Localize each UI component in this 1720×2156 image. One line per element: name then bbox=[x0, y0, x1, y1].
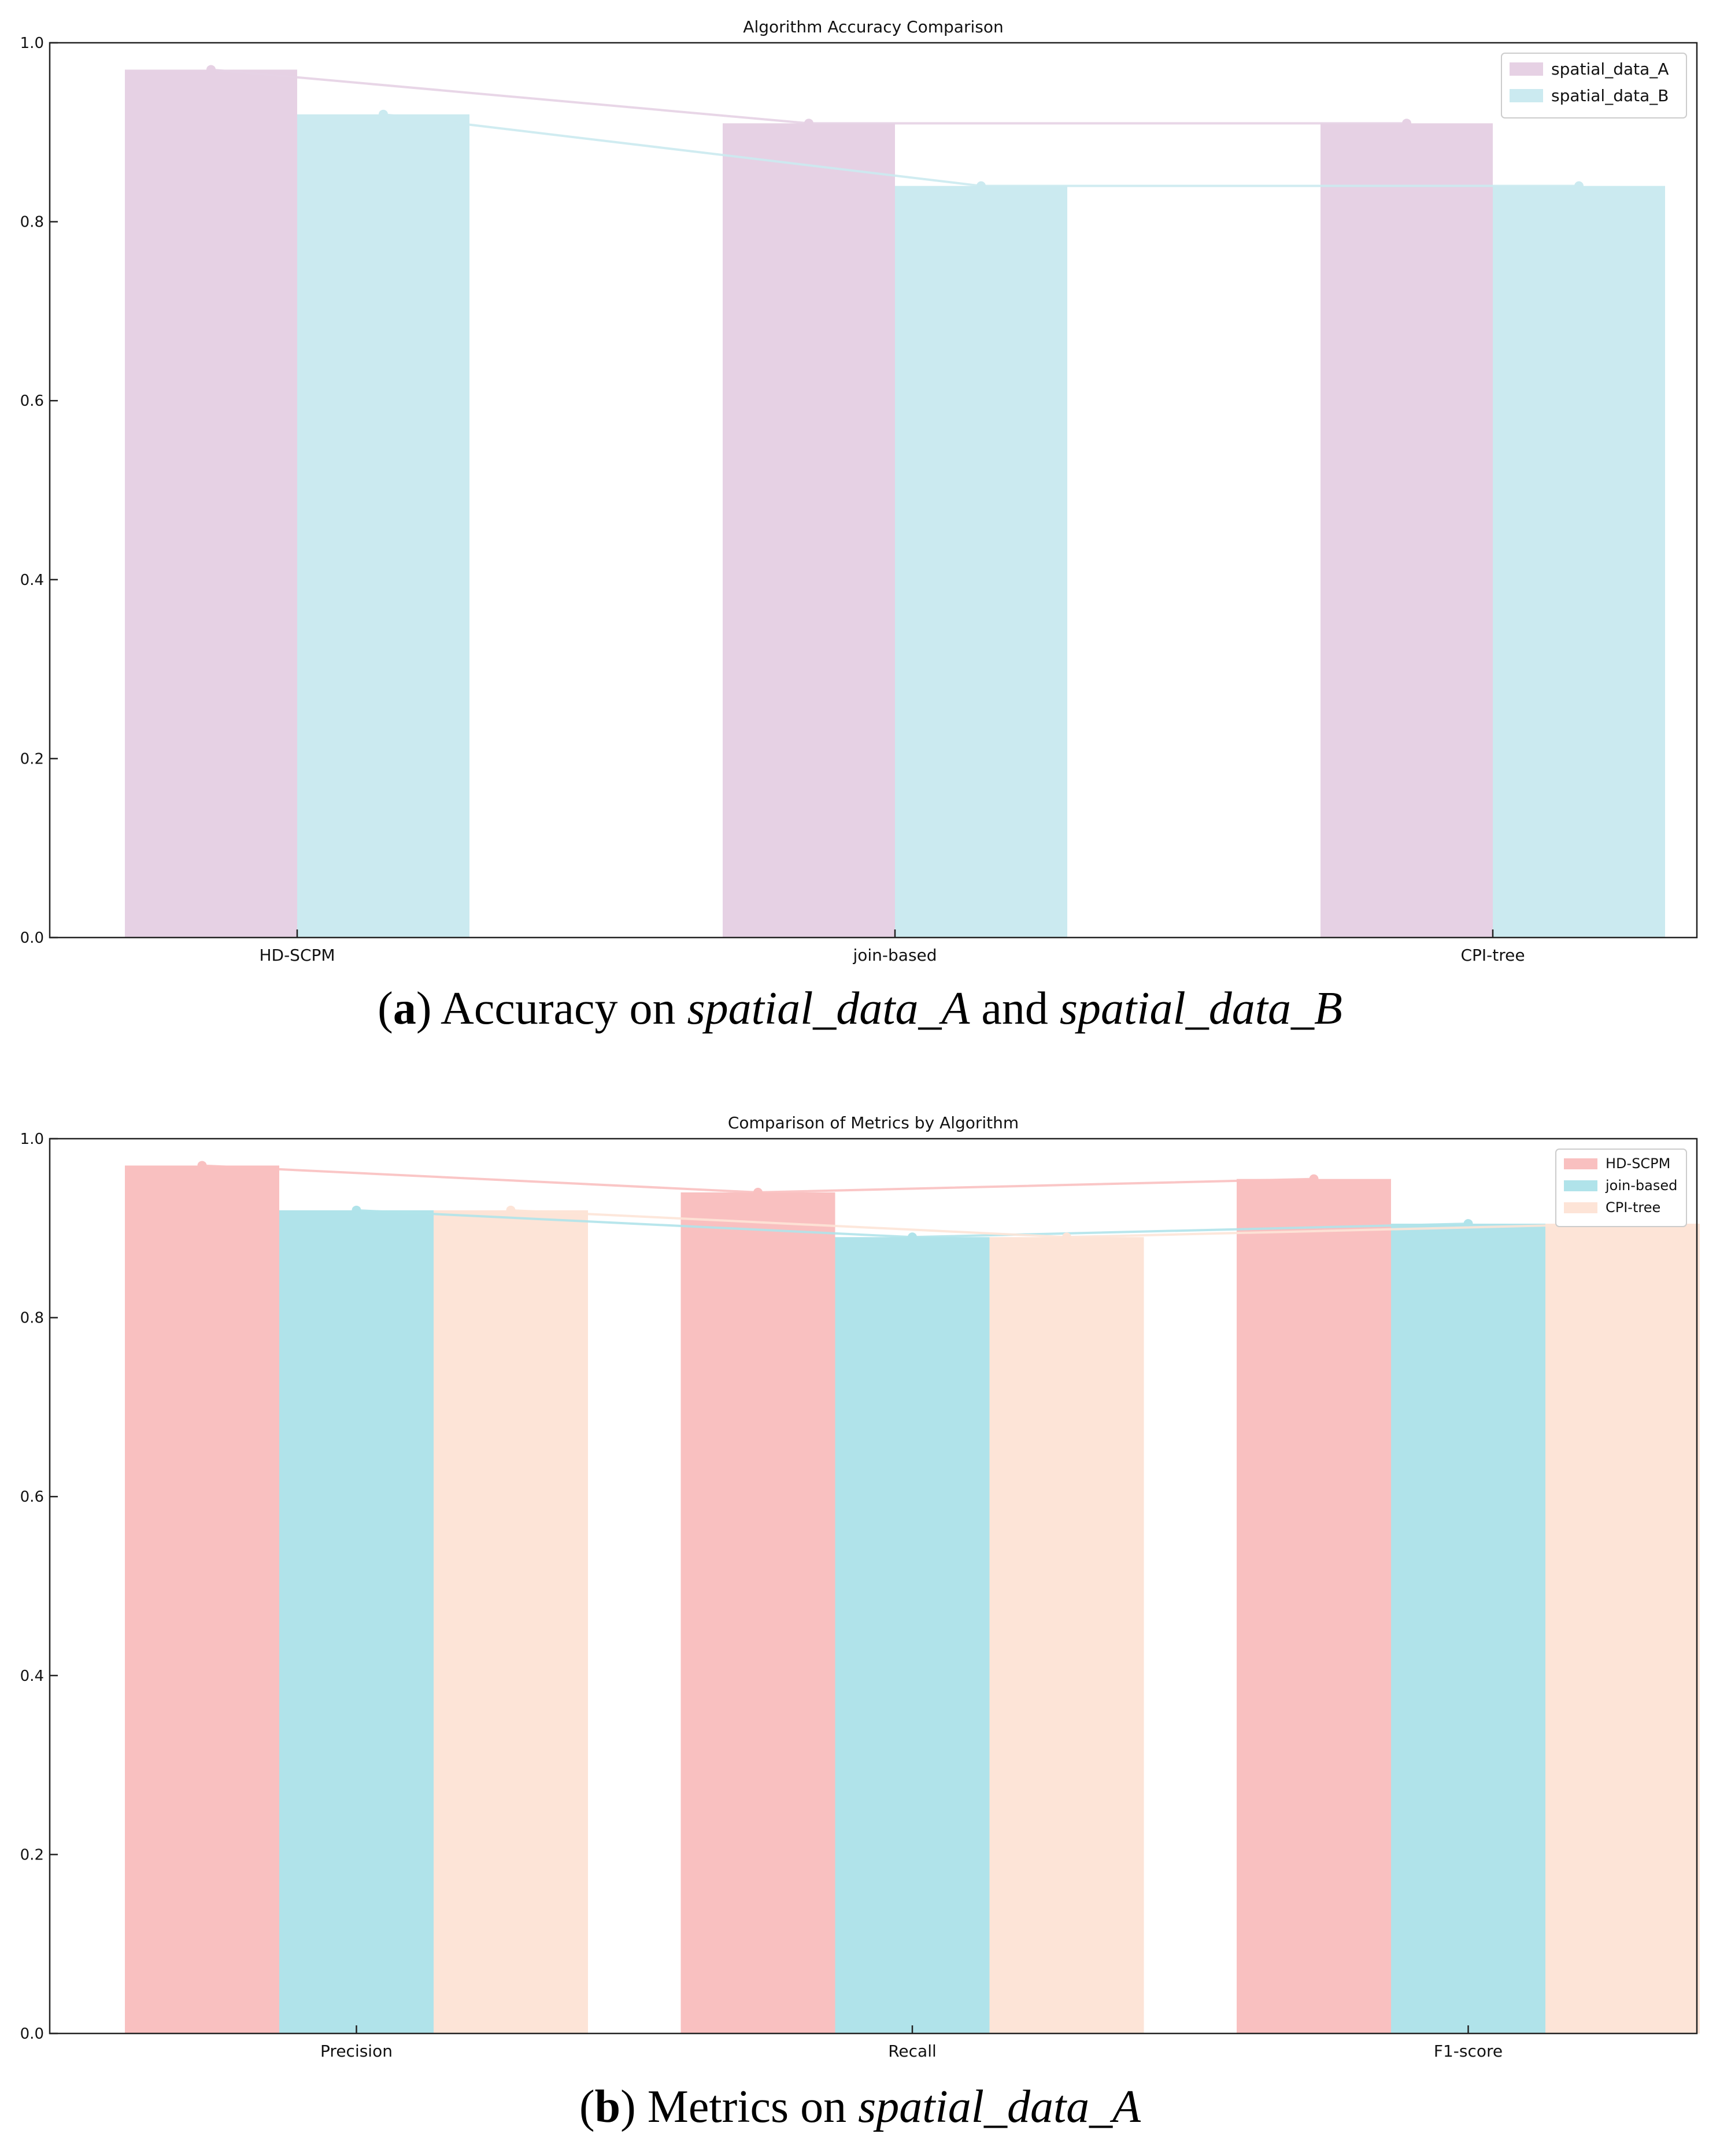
legend-label-spatial_data_A: spatial_data_A bbox=[1551, 60, 1669, 79]
caption-a-term1: spatial_data_A bbox=[687, 983, 970, 1034]
x-tick-label: F1-score bbox=[1434, 2042, 1503, 2061]
point-HD-SCPM-F1-score bbox=[1309, 1174, 1319, 1184]
bar-CPI-tree-F1-score bbox=[1545, 1224, 1700, 2033]
plot-frame bbox=[49, 42, 1698, 939]
legend-label-CPI-tree: CPI-tree bbox=[1606, 1199, 1660, 1216]
legend-swatch-spatial_data_B bbox=[1510, 89, 1543, 102]
y-tick-label: 0.0 bbox=[20, 929, 44, 947]
plot-frame bbox=[49, 1138, 1698, 2035]
chart-title: Comparison of Metrics by Algorithm bbox=[728, 1113, 1019, 1132]
x-tick-label: CPI-tree bbox=[1460, 946, 1525, 965]
bar-join-based-Recall bbox=[835, 1237, 990, 2033]
y-tick-label: 0.2 bbox=[20, 1846, 44, 1864]
point-spatial_data_A-CPI-tree bbox=[1402, 118, 1411, 128]
chart-a: 0.0 0.2 0.4 0.6 0.8 1.0 HD-SCPM join-based CPI-t… bbox=[20, 17, 1698, 965]
point-join-based-Precision bbox=[352, 1205, 361, 1215]
caption-a-term2: spatial_data_B bbox=[1059, 983, 1342, 1034]
y-tick-label: 0.8 bbox=[20, 1310, 44, 1327]
x-tick-label: join-based bbox=[852, 946, 937, 965]
y-tick-label: 0.4 bbox=[20, 1668, 44, 1685]
x-tick-label: Recall bbox=[888, 2042, 937, 2061]
chart-title: Algorithm Accuracy Comparison bbox=[743, 17, 1003, 36]
bar-HD-SCPM-Precision bbox=[125, 1165, 279, 2033]
point-CPI-tree-Precision bbox=[506, 1205, 516, 1215]
y-tick-label: 0.4 bbox=[20, 572, 44, 589]
y-tick-label: 0.6 bbox=[20, 392, 44, 410]
bar-spatial_data_A-CPI-tree bbox=[1320, 123, 1493, 938]
caption-a: (a) Accuracy on spatial_data_A and spati… bbox=[378, 983, 1342, 1034]
point-spatial_data_B-HD-SCPM bbox=[379, 109, 388, 119]
bar-spatial_data_B-HD-SCPM bbox=[297, 114, 469, 938]
bar-CPI-tree-Recall bbox=[989, 1237, 1144, 2033]
y-tick-label: 1.0 bbox=[20, 1131, 44, 1148]
point-join-based-F1-score bbox=[1463, 1219, 1473, 1229]
caption-b-before: Metrics on bbox=[635, 2081, 859, 2132]
legend-swatch-spatial_data_A bbox=[1510, 62, 1543, 76]
bar-spatial_data_B-CPI-tree bbox=[1493, 186, 1665, 938]
x-tick-label: HD-SCPM bbox=[259, 946, 335, 965]
legend-label-join-based: join-based bbox=[1605, 1177, 1677, 1194]
caption-b-term1: spatial_data_A bbox=[858, 2081, 1141, 2132]
caption-a-letter: a bbox=[393, 983, 416, 1034]
bar-spatial_data_B-join-based bbox=[895, 186, 1067, 938]
y-tick-label: 1.0 bbox=[20, 35, 44, 52]
y-tick-label: 0.2 bbox=[20, 750, 44, 768]
y-tick-label: 0.0 bbox=[20, 2025, 44, 2043]
point-spatial_data_B-join-based bbox=[976, 181, 986, 191]
point-HD-SCPM-Precision bbox=[197, 1161, 207, 1170]
bar-CPI-tree-Precision bbox=[434, 1210, 588, 2033]
bar-spatial_data_A-join-based bbox=[723, 123, 895, 938]
legend-swatch-HD-SCPM bbox=[1564, 1158, 1597, 1169]
legend-box bbox=[1501, 53, 1687, 118]
point-HD-SCPM-Recall bbox=[753, 1187, 763, 1197]
legend: HD-SCPM join-based CPI-tree bbox=[1555, 1149, 1687, 1227]
bar-HD-SCPM-Recall bbox=[680, 1192, 835, 2033]
chart-b: 0.0 0.2 0.4 0.6 0.8 1.0 Precision Recall F1-scor… bbox=[20, 1113, 1700, 2061]
bar-join-based-F1-score bbox=[1391, 1224, 1545, 2033]
caption-a-middle: and bbox=[970, 983, 1060, 1034]
legend: spatial_data_A spatial_data_B bbox=[1501, 53, 1687, 118]
legend-swatch-CPI-tree bbox=[1564, 1202, 1597, 1213]
caption-b-letter: b bbox=[594, 2081, 621, 2132]
legend-label-spatial_data_B: spatial_data_B bbox=[1551, 86, 1669, 105]
caption-b: (b) Metrics on spatial_data_A bbox=[579, 2081, 1141, 2132]
point-spatial_data_A-HD-SCPM bbox=[206, 65, 216, 75]
point-spatial_data_B-CPI-tree bbox=[1574, 181, 1584, 191]
bar-join-based-Precision bbox=[279, 1210, 434, 2033]
point-CPI-tree-Recall bbox=[1062, 1232, 1071, 1242]
point-spatial_data_A-join-based bbox=[804, 118, 813, 128]
legend-swatch-join-based bbox=[1564, 1180, 1597, 1191]
bar-spatial_data_A-HD-SCPM bbox=[125, 69, 297, 938]
y-tick-label: 0.6 bbox=[20, 1488, 44, 1506]
bar-HD-SCPM-F1-score bbox=[1237, 1179, 1391, 2033]
point-join-based-Recall bbox=[908, 1232, 917, 1242]
legend-label-HD-SCPM: HD-SCPM bbox=[1606, 1155, 1670, 1172]
x-tick-label: Precision bbox=[320, 2042, 393, 2061]
caption-a-before: Accuracy on bbox=[431, 983, 687, 1034]
y-tick-label: 0.8 bbox=[20, 214, 44, 231]
